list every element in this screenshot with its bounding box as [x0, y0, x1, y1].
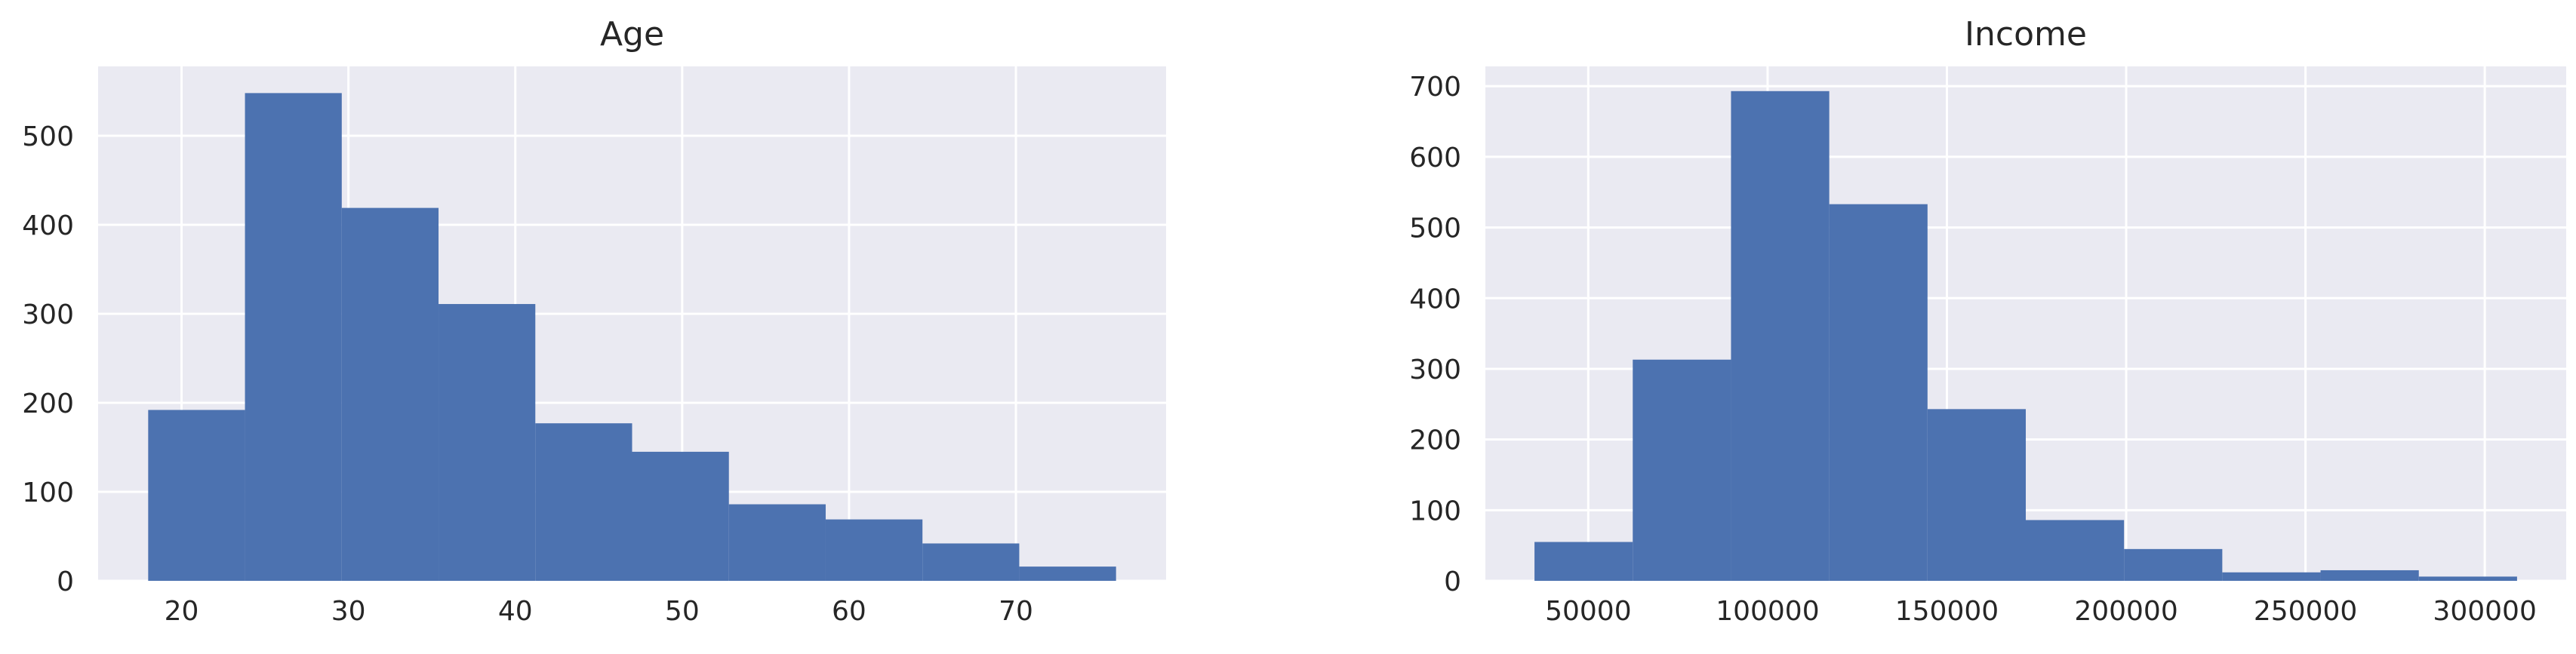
age-chart-title: Age	[600, 15, 664, 54]
age-y-tick-label: 300	[22, 299, 74, 330]
income-histogram-bar	[2418, 576, 2517, 581]
income-histogram-bar	[1829, 204, 1928, 581]
age-y-ticks: 0 100 200 300 400 500	[22, 121, 74, 597]
income-chart-title: Income	[1965, 15, 2087, 54]
income-y-tick-label: 600	[1409, 143, 1461, 173]
age-histogram-bar	[245, 93, 342, 581]
age-histogram-bar	[728, 504, 826, 581]
income-histogram-bar	[2222, 572, 2321, 581]
age-x-tick-label: 30	[331, 596, 366, 627]
age-histogram-panel: 20 30 40 50 60 70 0 100 200 300 400 500 Age	[22, 15, 1166, 627]
income-y-tick-label: 100	[1409, 496, 1461, 527]
income-y-tick-label: 700	[1409, 72, 1461, 103]
age-x-tick-label: 40	[498, 596, 533, 627]
income-x-tick-label: 100000	[1716, 596, 1819, 627]
income-x-tick-label: 250000	[2254, 596, 2357, 627]
income-y-tick-label: 500	[1409, 213, 1461, 244]
income-grid	[1485, 66, 2566, 582]
age-x-ticks: 20 30 40 50 60 70	[165, 596, 1033, 627]
income-histogram-bar	[1731, 91, 1830, 582]
income-x-tick-label: 300000	[2433, 596, 2536, 627]
income-x-tick-label: 50000	[1545, 596, 1632, 627]
age-x-tick-label: 70	[999, 596, 1033, 627]
income-histogram-panel: 50000 100000 150000 200000 250000 300000 0 100…	[1409, 15, 2566, 627]
income-histogram-bar	[1534, 542, 1633, 581]
income-histogram-bar	[2320, 570, 2419, 581]
age-histogram-bar	[825, 519, 923, 581]
income-bars	[1534, 91, 2517, 582]
age-x-tick-label: 50	[665, 596, 700, 627]
age-y-tick-label: 0	[57, 566, 74, 597]
age-histogram-bar	[148, 410, 245, 581]
age-histogram-bar	[341, 207, 439, 581]
income-y-tick-label: 200	[1409, 425, 1461, 456]
income-y-tick-label: 400	[1409, 284, 1461, 315]
age-x-tick-label: 60	[832, 596, 866, 627]
age-y-tick-label: 400	[22, 210, 74, 241]
income-histogram-bar	[2026, 520, 2125, 581]
income-x-tick-label: 150000	[1895, 596, 1999, 627]
age-x-tick-label: 20	[165, 596, 199, 627]
age-y-tick-label: 200	[22, 388, 74, 419]
income-y-tick-label: 300	[1409, 355, 1461, 385]
income-y-tick-label: 0	[1444, 566, 1461, 597]
income-y-ticks: 0 100 200 300 400 500 600 700	[1409, 72, 1461, 597]
age-histogram-bar	[1019, 566, 1116, 581]
income-histogram-bar	[1633, 359, 1731, 581]
income-x-ticks: 50000 100000 150000 200000 250000 300000	[1545, 596, 2537, 627]
income-histogram-bar	[1927, 409, 2026, 581]
age-y-tick-label: 500	[22, 121, 74, 152]
age-histogram-bar	[439, 304, 536, 581]
age-y-tick-label: 100	[22, 477, 74, 508]
income-histogram-bar	[2124, 548, 2223, 581]
age-histogram-bar	[632, 451, 729, 581]
income-x-tick-label: 200000	[2074, 596, 2177, 627]
age-histogram-bar	[922, 543, 1020, 581]
age-histogram-bar	[535, 423, 632, 581]
age-bars	[148, 93, 1116, 581]
